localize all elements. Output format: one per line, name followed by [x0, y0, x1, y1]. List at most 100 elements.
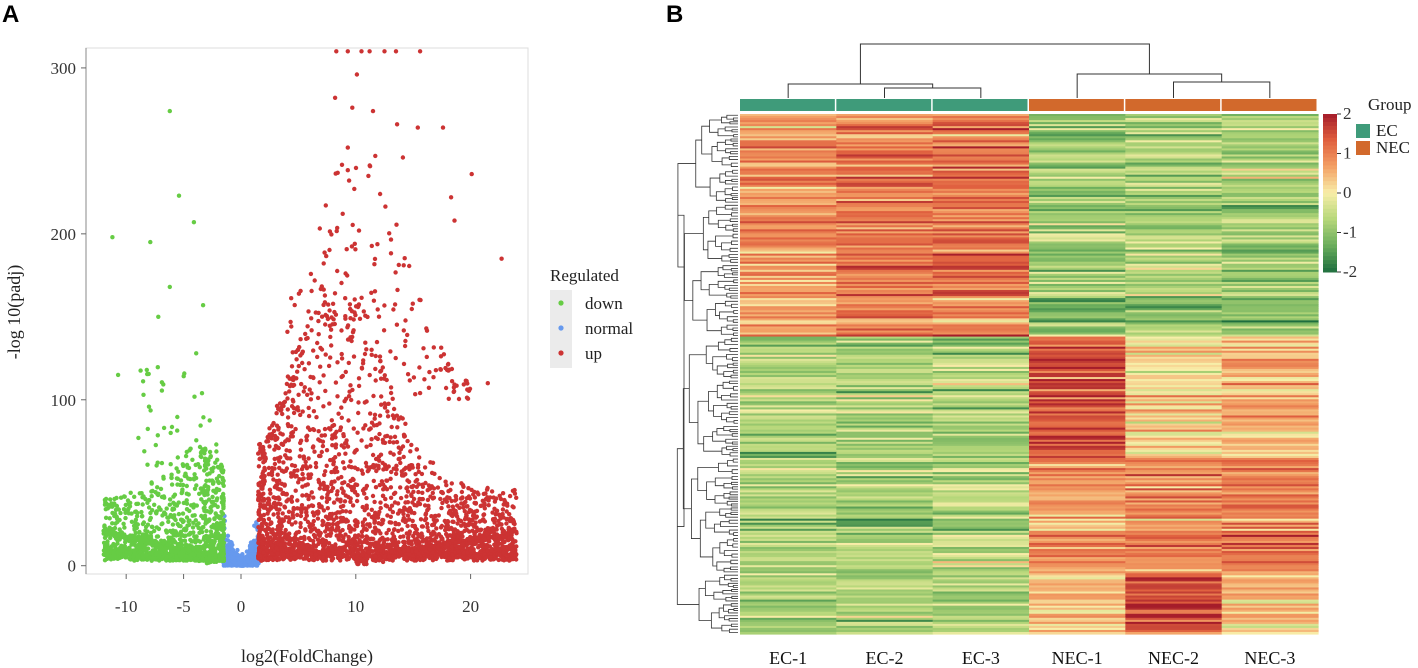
point-up — [324, 526, 330, 531]
point-up — [341, 538, 346, 544]
point-up — [492, 542, 497, 547]
point-up — [369, 549, 375, 554]
point-up — [385, 409, 390, 414]
point-up — [501, 550, 506, 555]
point-down — [118, 510, 123, 516]
point-up — [342, 499, 348, 504]
point-up — [351, 426, 356, 431]
point-up — [299, 503, 305, 508]
point-up — [319, 505, 324, 510]
point-up — [266, 516, 272, 522]
point-down — [201, 544, 206, 549]
point-up — [356, 383, 362, 389]
point-up — [490, 510, 495, 515]
point-down — [174, 466, 179, 471]
point-up-outlier — [370, 108, 376, 114]
point-down — [184, 515, 190, 520]
point-up — [387, 439, 392, 445]
point-up — [315, 340, 320, 346]
point-down — [215, 464, 221, 470]
point-up — [277, 455, 282, 460]
point-up — [276, 406, 281, 412]
point-up — [363, 460, 369, 466]
point-up — [260, 541, 265, 546]
point-up — [483, 491, 488, 496]
point-up — [390, 509, 396, 515]
point-down — [219, 468, 225, 474]
point-up — [347, 389, 352, 394]
point-up — [406, 508, 411, 514]
point-up — [409, 493, 414, 499]
point-down — [134, 525, 139, 531]
point-up-outlier — [332, 95, 338, 101]
point-up — [298, 447, 304, 452]
point-up — [500, 507, 506, 512]
point-up — [306, 405, 311, 411]
point-up — [274, 502, 279, 508]
point-up — [445, 534, 450, 539]
point-up — [257, 529, 262, 535]
point-up — [257, 456, 262, 462]
point-up — [427, 547, 433, 552]
point-down — [193, 540, 198, 545]
point-down — [139, 509, 144, 515]
point-down — [199, 454, 204, 460]
point-up — [420, 490, 425, 495]
point-up — [306, 496, 311, 502]
point-down — [216, 480, 221, 485]
point-up — [339, 415, 344, 420]
point-down — [122, 543, 128, 549]
point-up — [367, 372, 372, 378]
point-up — [476, 545, 481, 550]
point-up — [349, 309, 355, 314]
point-up — [355, 535, 360, 540]
point-up — [347, 509, 353, 515]
point-up — [327, 401, 332, 406]
point-normal — [230, 546, 235, 552]
point-up — [329, 482, 334, 487]
point-down — [128, 500, 133, 506]
point-up — [342, 480, 347, 485]
point-up — [510, 529, 515, 534]
point-down — [167, 497, 173, 502]
point-up-outlier — [359, 49, 364, 54]
point-down — [178, 478, 184, 483]
point-up — [329, 343, 334, 348]
point-up — [343, 451, 348, 456]
point-up — [343, 509, 349, 514]
point-up — [447, 556, 452, 561]
point-up — [391, 440, 396, 445]
point-up — [485, 495, 490, 500]
point-up — [346, 360, 351, 366]
point-down — [220, 557, 225, 562]
point-up — [359, 438, 364, 443]
point-up — [295, 468, 300, 473]
point-up — [373, 485, 379, 490]
point-up — [338, 519, 343, 524]
point-up — [401, 515, 406, 521]
point-up — [406, 552, 412, 557]
point-down — [172, 502, 178, 507]
point-up — [286, 541, 291, 546]
point-up — [364, 506, 369, 511]
point-up — [448, 487, 453, 493]
point-up — [279, 468, 285, 473]
point-up — [477, 519, 482, 524]
point-up — [316, 429, 321, 434]
point-up — [259, 521, 264, 527]
point-down-outlier — [144, 367, 149, 373]
point-down — [221, 532, 226, 538]
point-up — [412, 530, 417, 536]
point-up — [299, 467, 305, 472]
point-up — [445, 519, 451, 525]
point-up — [432, 513, 437, 519]
point-up — [349, 397, 354, 403]
point-up — [443, 551, 448, 556]
point-down — [192, 472, 197, 477]
point-up — [372, 499, 377, 505]
point-up — [398, 550, 403, 555]
point-down — [165, 515, 170, 520]
point-up — [422, 537, 427, 543]
point-up-outlier — [417, 49, 423, 54]
point-up — [259, 447, 264, 453]
